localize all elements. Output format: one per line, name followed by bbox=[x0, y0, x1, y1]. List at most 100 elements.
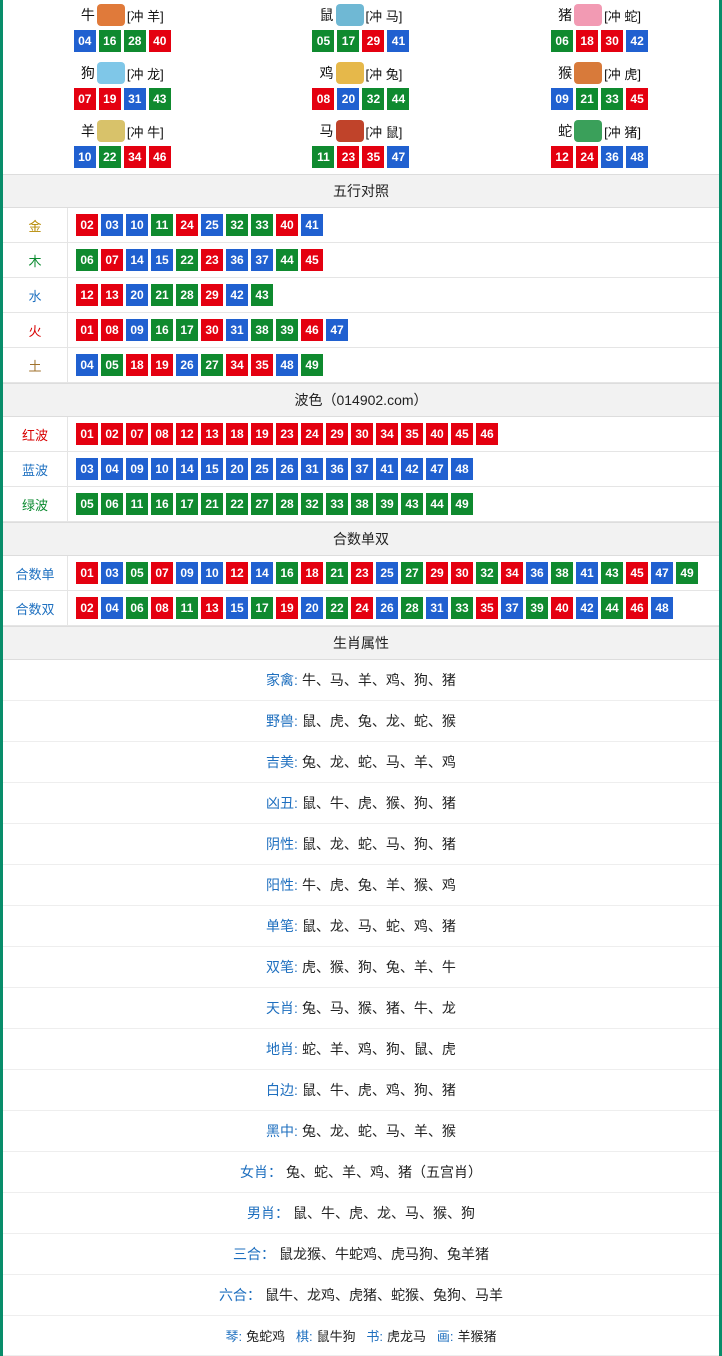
number-ball: 12 bbox=[76, 284, 98, 306]
number-ball: 32 bbox=[476, 562, 498, 584]
attribute-key: 六合： bbox=[219, 1287, 261, 1303]
attribute-row: 三合：鼠龙猴、牛蛇鸡、虎马狗、兔羊猪 bbox=[3, 1234, 719, 1275]
wuxing-table: 金02031011242532334041木060714152223363744… bbox=[3, 208, 719, 383]
row-balls: 1213202128294243 bbox=[68, 278, 720, 313]
zodiac-name: 马 bbox=[320, 121, 334, 141]
zodiac-clash: [冲 羊] bbox=[127, 6, 164, 25]
number-ball: 41 bbox=[576, 562, 598, 584]
zodiac-clash: [冲 猪] bbox=[604, 122, 641, 141]
row-label: 绿波 bbox=[3, 487, 68, 522]
attribute-value: 鼠、龙、蛇、马、狗、猪 bbox=[302, 836, 456, 852]
attribute-row: 天肖:兔、马、猴、猪、牛、龙 bbox=[3, 988, 719, 1029]
number-ball: 42 bbox=[401, 458, 423, 480]
number-ball: 21 bbox=[151, 284, 173, 306]
number-ball: 06 bbox=[126, 597, 148, 619]
number-ball: 09 bbox=[551, 88, 573, 110]
zodiac-cell: 牛[冲 羊]04162840 bbox=[3, 0, 242, 58]
number-ball: 22 bbox=[99, 146, 121, 168]
number-ball: 05 bbox=[76, 493, 98, 515]
footer-key: 画: bbox=[437, 1329, 454, 1344]
attribute-value: 鼠、龙、马、蛇、鸡、猪 bbox=[302, 918, 456, 934]
number-ball: 38 bbox=[351, 493, 373, 515]
number-ball: 17 bbox=[176, 319, 198, 341]
number-ball: 39 bbox=[526, 597, 548, 619]
number-ball: 40 bbox=[551, 597, 573, 619]
attribute-row: 吉美:兔、龙、蛇、马、羊、鸡 bbox=[3, 742, 719, 783]
number-ball: 11 bbox=[312, 146, 334, 168]
number-ball: 03 bbox=[101, 562, 123, 584]
zodiac-cell: 羊[冲 牛]10223446 bbox=[3, 116, 242, 174]
number-ball: 41 bbox=[387, 30, 409, 52]
number-ball: 42 bbox=[626, 30, 648, 52]
attribute-key: 吉美: bbox=[266, 754, 298, 770]
number-ball: 08 bbox=[312, 88, 334, 110]
attribute-value: 蛇、羊、鸡、狗、鼠、虎 bbox=[302, 1041, 456, 1057]
number-ball: 34 bbox=[124, 146, 146, 168]
number-ball: 33 bbox=[326, 493, 348, 515]
number-ball: 21 bbox=[201, 493, 223, 515]
attribute-key: 天肖: bbox=[266, 1000, 298, 1016]
zodiac-clash: [冲 虎] bbox=[604, 64, 641, 83]
number-ball: 44 bbox=[601, 597, 623, 619]
number-ball: 34 bbox=[501, 562, 523, 584]
number-ball: 45 bbox=[451, 423, 473, 445]
attribute-row: 阳性:牛、虎、兔、羊、猴、鸡 bbox=[3, 865, 719, 906]
number-ball: 33 bbox=[601, 88, 623, 110]
number-ball: 36 bbox=[601, 146, 623, 168]
number-ball: 36 bbox=[226, 249, 248, 271]
number-ball: 38 bbox=[551, 562, 573, 584]
number-ball: 44 bbox=[387, 88, 409, 110]
attribute-value: 牛、虎、兔、羊、猴、鸡 bbox=[302, 877, 456, 893]
shuxing-footer: 琴:兔蛇鸡 棋:鼠牛狗 书:虎龙马 画:羊猴猪 bbox=[3, 1316, 719, 1356]
number-ball: 25 bbox=[376, 562, 398, 584]
number-ball: 16 bbox=[276, 562, 298, 584]
number-ball: 11 bbox=[176, 597, 198, 619]
number-ball: 41 bbox=[301, 214, 323, 236]
section-header-bose: 波色（014902.com） bbox=[3, 383, 719, 417]
number-ball: 34 bbox=[376, 423, 398, 445]
zodiac-name: 羊 bbox=[81, 121, 95, 141]
zodiac-icon bbox=[97, 62, 125, 84]
number-ball: 24 bbox=[576, 146, 598, 168]
number-ball: 33 bbox=[451, 597, 473, 619]
number-ball: 24 bbox=[176, 214, 198, 236]
number-ball: 14 bbox=[176, 458, 198, 480]
number-ball: 08 bbox=[151, 423, 173, 445]
number-ball: 20 bbox=[337, 88, 359, 110]
number-ball: 31 bbox=[124, 88, 146, 110]
attribute-key: 地肖: bbox=[266, 1041, 298, 1057]
shuxing-list: 家禽:牛、马、羊、鸡、狗、猪野兽:鼠、虎、兔、龙、蛇、猴吉美:兔、龙、蛇、马、羊… bbox=[3, 660, 719, 1316]
number-ball: 17 bbox=[251, 597, 273, 619]
number-ball: 43 bbox=[401, 493, 423, 515]
number-ball: 46 bbox=[476, 423, 498, 445]
attribute-row: 地肖:蛇、羊、鸡、狗、鼠、虎 bbox=[3, 1029, 719, 1070]
number-ball: 13 bbox=[201, 423, 223, 445]
number-ball: 29 bbox=[362, 30, 384, 52]
number-ball: 15 bbox=[226, 597, 248, 619]
attribute-value: 兔、龙、蛇、马、羊、猴 bbox=[302, 1123, 456, 1139]
attribute-row: 家禽:牛、马、羊、鸡、狗、猪 bbox=[3, 660, 719, 701]
number-ball: 37 bbox=[351, 458, 373, 480]
number-ball: 49 bbox=[301, 354, 323, 376]
attribute-key: 野兽: bbox=[266, 713, 298, 729]
number-ball: 44 bbox=[276, 249, 298, 271]
attribute-row: 黑中:兔、龙、蛇、马、羊、猴 bbox=[3, 1111, 719, 1152]
number-ball: 29 bbox=[326, 423, 348, 445]
number-ball: 47 bbox=[426, 458, 448, 480]
row-balls: 0108091617303138394647 bbox=[68, 313, 720, 348]
number-ball: 37 bbox=[501, 597, 523, 619]
row-label: 蓝波 bbox=[3, 452, 68, 487]
number-ball: 39 bbox=[276, 319, 298, 341]
attribute-row: 阴性:鼠、龙、蛇、马、狗、猪 bbox=[3, 824, 719, 865]
section-header-heshu: 合数单双 bbox=[3, 522, 719, 556]
number-ball: 42 bbox=[226, 284, 248, 306]
number-ball: 32 bbox=[301, 493, 323, 515]
footer-value: 鼠牛狗 bbox=[317, 1329, 356, 1344]
attribute-value: 鼠、虎、兔、龙、蛇、猴 bbox=[302, 713, 456, 729]
number-ball: 13 bbox=[201, 597, 223, 619]
row-balls: 0102070812131819232429303435404546 bbox=[68, 417, 720, 452]
zodiac-name: 蛇 bbox=[558, 121, 572, 141]
number-ball: 28 bbox=[276, 493, 298, 515]
number-ball: 19 bbox=[99, 88, 121, 110]
number-ball: 20 bbox=[301, 597, 323, 619]
